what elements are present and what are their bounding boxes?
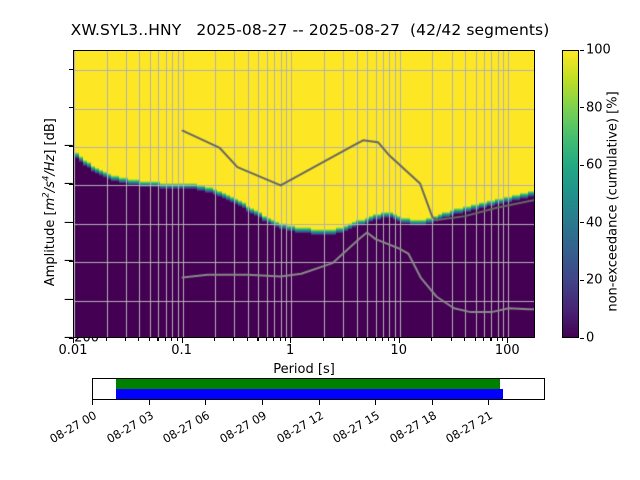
x-tick-mark-minor bbox=[148, 338, 150, 341]
colorbar-tick-label: 0 bbox=[586, 330, 595, 346]
timeline-tick-mark bbox=[205, 400, 207, 405]
x-tick-mark-minor bbox=[381, 338, 383, 341]
colorbar-tick-label: 60 bbox=[586, 157, 603, 173]
timeline-tick-mark bbox=[318, 400, 320, 405]
colorbar-tick-mark bbox=[580, 279, 584, 281]
x-tick-mark-minor bbox=[273, 338, 275, 341]
x-tick-mark-minor bbox=[431, 338, 433, 341]
x-tick-label: 10 bbox=[390, 343, 407, 358]
timeline-tick-mark bbox=[92, 400, 94, 405]
x-tick-label: 100 bbox=[494, 343, 520, 358]
y-tick-mark bbox=[69, 68, 73, 70]
x-tick-mark-minor bbox=[341, 338, 344, 341]
timeline-tick-label: 08-27 06 bbox=[160, 408, 213, 446]
colorbar-tick-label: 80 bbox=[586, 100, 603, 116]
x-tick-mark-minor bbox=[450, 338, 452, 341]
y-tick-mark bbox=[69, 107, 73, 109]
x-tick-mark-major bbox=[181, 338, 183, 343]
timeline-tick-label: 08-27 00 bbox=[47, 408, 99, 446]
colorbar-tick-label: 100 bbox=[586, 42, 611, 58]
x-tick-mark-minor bbox=[483, 338, 485, 341]
peterson-noise-model-lines bbox=[74, 51, 534, 337]
y-tick-mark bbox=[69, 337, 73, 339]
data-availability-bar bbox=[115, 388, 503, 399]
colorbar-tick-label: 20 bbox=[586, 272, 603, 288]
x-tick-mark-minor bbox=[502, 338, 504, 341]
x-tick-mark-minor bbox=[393, 338, 395, 341]
x-tick-mark-minor bbox=[374, 338, 376, 341]
x-tick-mark-minor bbox=[322, 338, 324, 341]
x-tick-mark-minor bbox=[105, 338, 107, 341]
x-tick-mark-minor bbox=[266, 338, 268, 341]
timeline-tick-label: 08-27 09 bbox=[217, 408, 269, 446]
page-title: XW.SYL3..HNY 2025-08-27 -- 2025-08-27 (4… bbox=[70, 21, 550, 39]
colorbar-tick-mark bbox=[580, 107, 584, 109]
x-tick-mark-minor bbox=[285, 338, 287, 341]
timeline-tick-mark bbox=[431, 400, 433, 405]
x-tick-label: 0.01 bbox=[58, 343, 88, 358]
x-tick-label: 1 bbox=[286, 343, 295, 358]
x-tick-mark-minor bbox=[176, 338, 178, 341]
psd-segments-bar bbox=[115, 379, 500, 389]
x-tick-mark-major bbox=[507, 338, 509, 343]
timeline-tick-label: 08-27 21 bbox=[443, 408, 496, 446]
x-tick-mark-major bbox=[398, 338, 400, 343]
y-tick-mark bbox=[69, 299, 73, 301]
x-tick-mark-minor bbox=[246, 338, 249, 341]
timeline-tick-label: 08-27 12 bbox=[273, 408, 326, 446]
x-tick-mark-minor bbox=[355, 338, 357, 341]
x-tick-mark-minor bbox=[464, 338, 466, 341]
x-tick-label: 0.1 bbox=[171, 343, 192, 358]
timeline-tick-label: 08-27 03 bbox=[103, 408, 156, 446]
x-tick-mark-minor bbox=[171, 338, 173, 341]
x-tick-mark-minor bbox=[490, 338, 492, 341]
x-tick-mark-minor bbox=[279, 338, 281, 341]
colorbar-tick-mark bbox=[580, 164, 584, 166]
timeline-tick-label: 08-27 18 bbox=[386, 408, 439, 446]
timeline-tick-mark bbox=[375, 400, 377, 405]
x-tick-mark-major bbox=[290, 338, 292, 343]
y-tick-mark bbox=[69, 222, 73, 224]
x-axis-label: Period [s] bbox=[273, 362, 335, 377]
data-coverage-timeline[interactable] bbox=[92, 378, 545, 400]
x-tick-mark-minor bbox=[257, 338, 259, 341]
colorbar-tick-label: 40 bbox=[586, 215, 603, 231]
x-tick-mark-minor bbox=[388, 338, 390, 341]
timeline-tick-mark bbox=[488, 400, 490, 405]
colorbar[interactable] bbox=[562, 50, 579, 338]
x-tick-mark-minor bbox=[138, 338, 140, 341]
x-tick-mark-minor bbox=[366, 338, 368, 341]
colorbar-gradient bbox=[563, 51, 578, 337]
colorbar-tick-mark bbox=[580, 337, 584, 339]
x-tick-mark-minor bbox=[164, 338, 166, 341]
x-tick-mark-major bbox=[73, 338, 75, 343]
timeline-tick-mark bbox=[148, 400, 150, 405]
y-tick-mark bbox=[69, 183, 73, 185]
x-tick-mark-minor bbox=[214, 338, 216, 341]
timeline-tick-label: 08-27 15 bbox=[330, 408, 383, 446]
colorbar-tick-mark bbox=[580, 222, 584, 224]
plot-area[interactable] bbox=[73, 50, 535, 338]
y-axis-label: Amplitude [m2/s4/Hz] [dB] bbox=[41, 118, 59, 287]
x-tick-mark-minor bbox=[233, 338, 235, 341]
x-tick-mark-minor bbox=[157, 338, 159, 341]
x-tick-mark-minor bbox=[474, 338, 476, 341]
x-tick-mark-minor bbox=[124, 338, 126, 341]
timeline-tick-mark bbox=[261, 400, 263, 405]
y-tick-mark bbox=[69, 145, 73, 147]
y-tick-mark bbox=[69, 260, 73, 262]
colorbar-label: non-exceedance (cumulative) [%] bbox=[605, 91, 621, 312]
x-tick-mark-minor bbox=[496, 338, 498, 341]
colorbar-tick-mark bbox=[580, 49, 584, 51]
